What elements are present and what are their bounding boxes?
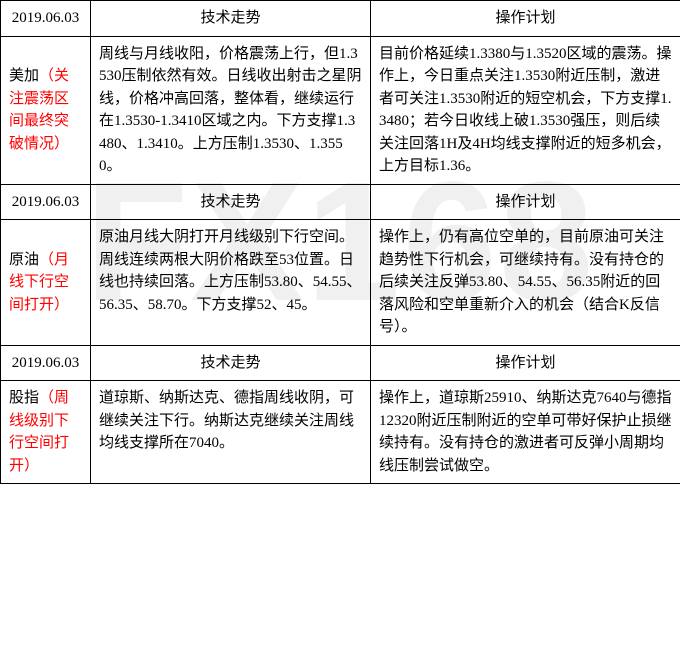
header-trend: 技术走势: [91, 184, 371, 220]
instrument-name: 美加: [9, 68, 39, 84]
header-trend: 技术走势: [91, 345, 371, 381]
instrument-label: 美加（关注震荡区间最终突破情况）: [1, 36, 91, 184]
trend-cell: 周线与月线收阳，价格震荡上行，但1.3530压制依然有效。日线收出射击之星阴线，…: [91, 36, 371, 184]
date-cell: 2019.06.03: [1, 345, 91, 381]
instrument-name: 原油: [9, 252, 39, 268]
section-header-row: 2019.06.03技术走势操作计划: [1, 1, 680, 37]
analysis-table: 2019.06.03技术走势操作计划美加（关注震荡区间最终突破情况）周线与月线收…: [0, 0, 680, 484]
document-wrap: 2019.06.03技术走势操作计划美加（关注震荡区间最终突破情况）周线与月线收…: [0, 0, 680, 484]
instrument-label: 股指（周线级别下行空间打开）: [1, 381, 91, 484]
section-body-row: 原油（月线下行空间打开）原油月线大阴打开月线级别下行空间。周线连续两根大阴价格跌…: [1, 220, 680, 346]
instrument-label: 原油（月线下行空间打开）: [1, 220, 91, 346]
date-cell: 2019.06.03: [1, 184, 91, 220]
plan-cell: 操作上，仍有高位空单的，目前原油可关注趋势性下行机会，可继续持有。没有持仓的后续…: [371, 220, 680, 346]
section-header-row: 2019.06.03技术走势操作计划: [1, 184, 680, 220]
plan-cell: 操作上，道琼斯25910、纳斯达克7640与德指12320附近压制附近的空单可带…: [371, 381, 680, 484]
date-cell: 2019.06.03: [1, 1, 91, 37]
section-body-row: 美加（关注震荡区间最终突破情况）周线与月线收阳，价格震荡上行，但1.3530压制…: [1, 36, 680, 184]
trend-cell: 道琼斯、纳斯达克、德指周线收阴，可继续关注下行。纳斯达克继续关注周线均线支撑所在…: [91, 381, 371, 484]
header-trend: 技术走势: [91, 1, 371, 37]
plan-cell: 目前价格延续1.3380与1.3520区域的震荡。操作上，今日重点关注1.353…: [371, 36, 680, 184]
section-body-row: 股指（周线级别下行空间打开）道琼斯、纳斯达克、德指周线收阴，可继续关注下行。纳斯…: [1, 381, 680, 484]
instrument-name: 股指: [9, 390, 39, 406]
header-plan: 操作计划: [371, 1, 680, 37]
header-plan: 操作计划: [371, 345, 680, 381]
trend-cell: 原油月线大阴打开月线级别下行空间。周线连续两根大阴价格跌至53位置。日线也持续回…: [91, 220, 371, 346]
section-header-row: 2019.06.03技术走势操作计划: [1, 345, 680, 381]
header-plan: 操作计划: [371, 184, 680, 220]
